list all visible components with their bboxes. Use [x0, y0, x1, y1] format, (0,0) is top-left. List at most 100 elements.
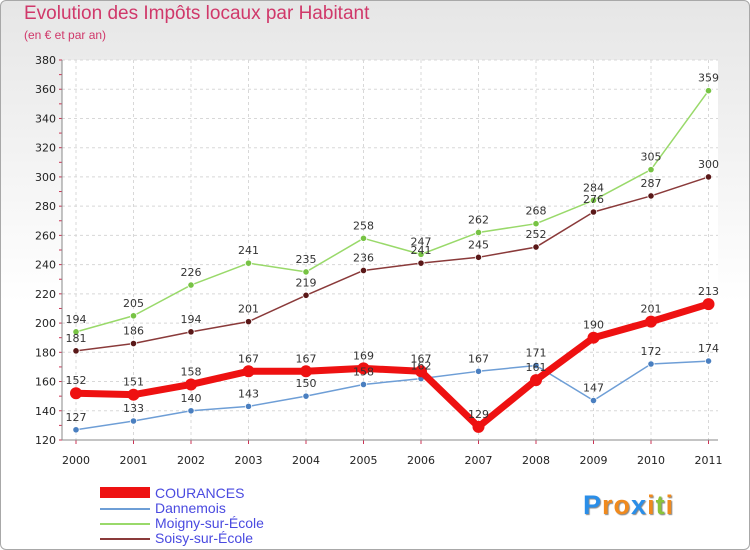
data-point-dannemois: [129, 417, 138, 425]
data-point-moigny-sur-cole: [359, 234, 368, 242]
logo-letter: P: [583, 490, 603, 520]
data-label-moigny-sur-cole: 305: [641, 151, 662, 164]
data-label-soisy-sur-cole: 181: [66, 332, 87, 345]
series-line-soisy-sur-cole: [75, 176, 709, 352]
data-label-moigny-sur-cole: 241: [238, 244, 259, 257]
data-point-soisy-sur-cole: [359, 266, 368, 275]
data-point-moigny-sur-cole: [647, 166, 655, 174]
series-line-moigny-sur-cole: [75, 90, 710, 333]
data-point-dannemois: [532, 361, 540, 370]
logo-letter: t: [655, 490, 666, 520]
legend-swatch-courances: [100, 487, 150, 498]
data-label-soisy-sur-cole: 252: [526, 228, 547, 241]
data-point-soisy-sur-cole: [302, 291, 310, 299]
logo-letter: x: [631, 490, 648, 520]
data-label-moigny-sur-cole: 359: [698, 72, 719, 85]
data-label-courances: 213: [698, 285, 719, 298]
proxiti-logo: Proxiti: [583, 490, 674, 521]
data-label-moigny-sur-cole: 268: [526, 205, 547, 218]
data-point-courances: [242, 365, 255, 378]
data-point-soisy-sur-cole: [704, 173, 713, 181]
data-label-courances: 151: [123, 376, 144, 389]
data-point-dannemois: [359, 380, 368, 389]
data-point-courances: [472, 420, 485, 433]
data-label-courances: 201: [641, 303, 662, 316]
data-label-dannemois: 150: [296, 377, 317, 390]
data-point-courances: [70, 387, 82, 400]
data-point-soisy-sur-cole: [72, 347, 80, 355]
data-label-dannemois: 172: [641, 345, 662, 358]
data-point-dannemois: [704, 357, 713, 365]
logo-letter: r: [602, 490, 614, 520]
data-label-courances: 152: [66, 374, 87, 387]
x-tick-label: 2002: [177, 454, 205, 467]
data-label-dannemois: 174: [698, 342, 719, 355]
data-label-soisy-sur-cole: 236: [353, 251, 374, 264]
data-label-dannemois: 162: [411, 360, 432, 373]
data-label-moigny-sur-cole: 194: [66, 313, 87, 326]
data-point-dannemois: [589, 396, 598, 405]
data-label-soisy-sur-cole: 194: [181, 313, 202, 326]
data-label-courances: 167: [296, 352, 317, 365]
data-label-soisy-sur-cole: 186: [123, 325, 144, 338]
data-point-soisy-sur-cole: [474, 253, 483, 261]
data-label-moigny-sur-cole: 226: [181, 266, 202, 279]
data-label-moigny-sur-cole: 235: [296, 253, 317, 266]
y-tick-label: 280: [35, 200, 56, 213]
data-label-moigny-sur-cole: 258: [353, 219, 374, 232]
data-point-courances: [185, 378, 197, 391]
y-tick-label: 200: [35, 317, 56, 330]
data-label-dannemois: 127: [66, 411, 87, 424]
data-point-moigny-sur-cole: [417, 250, 425, 258]
data-point-soisy-sur-cole: [187, 328, 195, 336]
data-point-moigny-sur-cole: [532, 220, 540, 228]
data-point-soisy-sur-cole: [244, 318, 253, 326]
data-label-soisy-sur-cole: 300: [698, 158, 719, 171]
data-label-courances: 161: [526, 361, 547, 374]
data-label-dannemois: 171: [526, 346, 547, 359]
x-tick-label: 2007: [465, 454, 493, 467]
data-point-moigny-sur-cole: [129, 312, 138, 320]
logo-letter: o: [613, 490, 632, 520]
y-tick-label: 260: [35, 229, 56, 242]
y-tick-label: 360: [35, 83, 56, 96]
chart-title: Evolution des Impôts locaux par Habitant: [24, 3, 370, 24]
data-label-dannemois: 167: [468, 352, 489, 365]
data-point-soisy-sur-cole: [532, 243, 540, 251]
data-point-moigny-sur-cole: [187, 281, 195, 289]
x-tick-label: 2011: [695, 454, 723, 467]
series-line-courances: [75, 300, 710, 431]
y-tick-label: 220: [35, 288, 56, 301]
data-label-dannemois: 133: [123, 402, 144, 415]
legend-swatch-dannemois: [100, 508, 150, 510]
data-label-dannemois: 143: [238, 387, 259, 400]
data-label-moigny-sur-cole: 247: [411, 235, 432, 248]
x-tick-label: 2001: [120, 454, 148, 467]
x-tick-label: 2000: [62, 454, 90, 467]
y-tick-label: 300: [35, 171, 56, 184]
data-label-dannemois: 147: [583, 382, 604, 395]
series-line-dannemois: [75, 360, 709, 431]
data-label-courances: 129: [468, 408, 489, 421]
data-label-dannemois: 158: [353, 365, 374, 378]
chart-subtitle: (en € et par an): [24, 28, 107, 42]
y-tick-label: 380: [35, 54, 56, 67]
x-tick-label: 2006: [407, 454, 435, 467]
x-tick-label: 2004: [292, 454, 320, 467]
data-label-soisy-sur-cole: 287: [641, 177, 662, 190]
data-label-courances: 190: [583, 319, 604, 332]
y-tick-label: 120: [35, 434, 56, 447]
data-label-courances: 167: [238, 352, 259, 365]
y-tick-label: 140: [35, 405, 56, 418]
data-label-soisy-sur-cole: 245: [468, 238, 489, 251]
data-point-dannemois: [72, 426, 80, 434]
data-label-moigny-sur-cole: 262: [468, 213, 489, 226]
data-point-courances: [415, 365, 427, 378]
data-point-courances: [530, 374, 542, 387]
data-point-moigny-sur-cole: [474, 228, 483, 237]
legend-label-soisy: Soisy-sur-École: [155, 530, 254, 546]
x-tick-label: 2008: [522, 454, 550, 467]
data-label-courances: 167: [411, 352, 432, 365]
data-point-courances: [587, 331, 600, 344]
